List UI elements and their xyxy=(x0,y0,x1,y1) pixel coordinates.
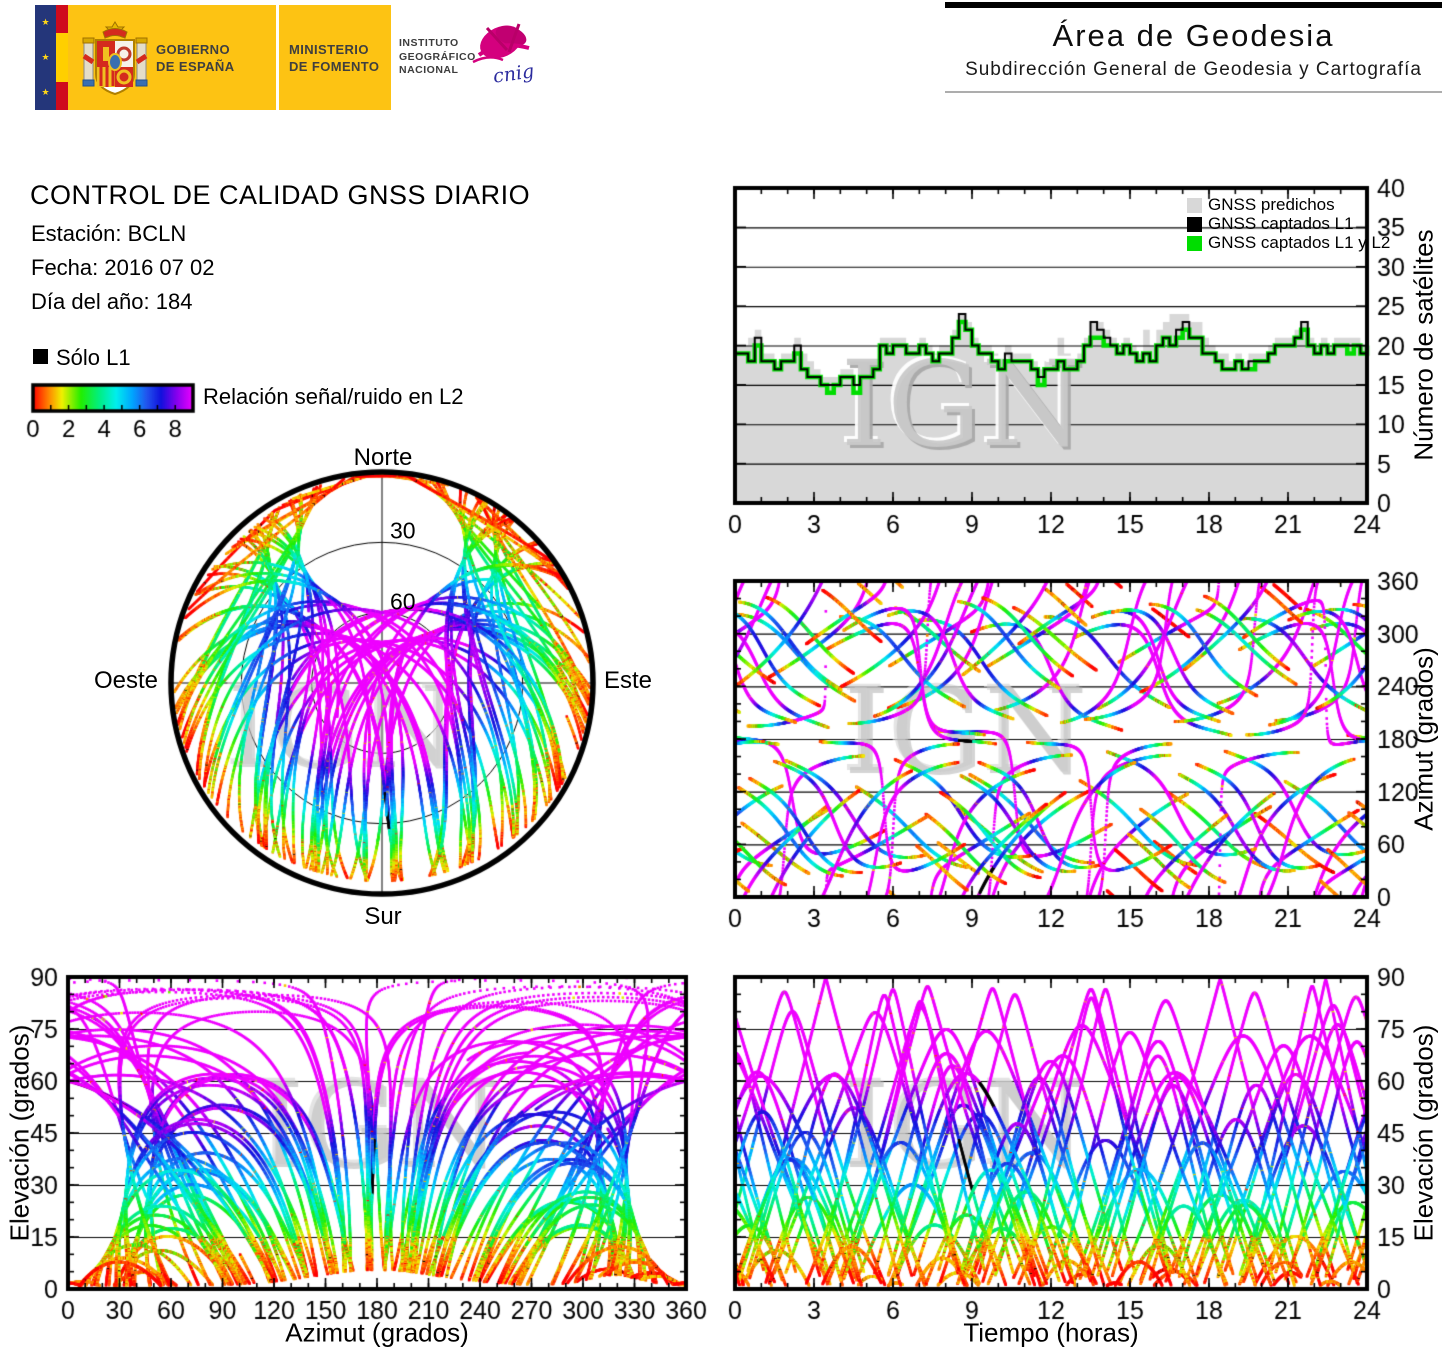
eu-star-icon: ★ xyxy=(41,17,50,27)
ministerio-line: DE FOMENTO xyxy=(289,58,380,74)
header-bottom-rule xyxy=(945,91,1442,93)
xlabel-azimut: Azimut (grados) xyxy=(285,1317,469,1348)
legend-item-captados-l1-l2: GNSS captados L1 y L2 xyxy=(1187,233,1391,252)
gobierno-line: GOBIERNO xyxy=(156,41,230,57)
flag-red-band xyxy=(56,5,68,34)
instituto-line: NACIONAL xyxy=(399,64,459,76)
date-label: Fecha: 2016 07 02 xyxy=(31,255,215,280)
legend-item-captados-l1: GNSS captados L1 xyxy=(1187,214,1354,233)
area-title: Área de Geodesia xyxy=(1052,18,1335,53)
legend-swatch-captados-l1 xyxy=(1187,216,1202,232)
xlabel-tiempo: Tiempo (horas) xyxy=(963,1317,1139,1348)
instituto-line: GEOGRÁFICO xyxy=(399,50,476,63)
spain-flag-strip xyxy=(56,5,68,110)
colorbar-label: Relación señal/ruido en L2 xyxy=(203,384,464,409)
instituto-line: INSTITUTO xyxy=(399,37,459,49)
eu-star-icon: ★ xyxy=(41,87,50,97)
cnig-logo-icon xyxy=(472,23,530,64)
compass-west-label: Oeste xyxy=(93,667,158,694)
compass-east-label: Este xyxy=(604,667,653,694)
ministerio-block: MINISTERIO DE FOMENTO xyxy=(279,5,391,110)
eu-star-icon: ★ xyxy=(41,52,50,62)
ylabel-elevacion-left: Elevación (grados) xyxy=(4,1024,35,1242)
legend-swatch-predichos xyxy=(1187,197,1202,213)
ministerio-text: MINISTERIO DE FOMENTO xyxy=(289,41,379,75)
ylabel-elevacion-right: Elevación (grados) xyxy=(1408,1024,1439,1242)
legend-item-predichos: GNSS predichos xyxy=(1187,195,1335,214)
gobierno-text: GOBIERNO DE ESPAÑA xyxy=(156,41,234,75)
ylabel-azimut: Azimut (grados) xyxy=(1408,647,1439,831)
station-label: Estación: BCLN xyxy=(31,221,187,246)
spain-coat-of-arms-icon xyxy=(82,20,148,95)
header-top-rule xyxy=(945,2,1442,8)
ylabel-num-satelites: Número de satélites xyxy=(1408,229,1439,461)
legend-label: GNSS captados L1 y L2 xyxy=(1208,233,1391,252)
instituto-text: INSTITUTO GEOGRÁFICO NACIONAL xyxy=(399,37,476,78)
ministerio-line: MINISTERIO xyxy=(289,41,369,57)
elevation-ring-label-30: 30 xyxy=(390,517,416,544)
legend-label: GNSS captados L1 xyxy=(1208,214,1354,233)
brand-bar: ★ ★ ★ xyxy=(35,5,556,110)
compass-south-label: Sur xyxy=(364,903,402,930)
gobierno-line: DE ESPAÑA xyxy=(156,58,235,74)
instituto-block: INSTITUTO GEOGRÁFICO NACIONAL cnig xyxy=(391,5,556,110)
l1-only-swatch xyxy=(33,349,48,364)
page-title: CONTROL DE CALIDAD GNSS DIARIO xyxy=(30,180,531,210)
flag-red-band xyxy=(56,81,68,110)
legend-swatch-captados-l1-l2 xyxy=(1187,235,1202,251)
compass-north-label: Norte xyxy=(353,444,413,471)
gobierno-block: GOBIERNO DE ESPAÑA xyxy=(68,5,276,110)
day-of-year-label: Día del año: 184 xyxy=(31,289,193,314)
elevation-ring-label-60: 60 xyxy=(390,588,416,615)
area-geodesia-header: Área de Geodesia Subdirección General de… xyxy=(945,0,1442,93)
l1-only-label: Sólo L1 xyxy=(56,345,131,370)
legend-label: GNSS predichos xyxy=(1208,195,1335,214)
flag-yellow-band xyxy=(56,33,68,82)
area-subtitle: Subdirección General de Geodesia y Carto… xyxy=(965,59,1422,80)
eu-flag-strip: ★ ★ ★ xyxy=(35,5,56,110)
